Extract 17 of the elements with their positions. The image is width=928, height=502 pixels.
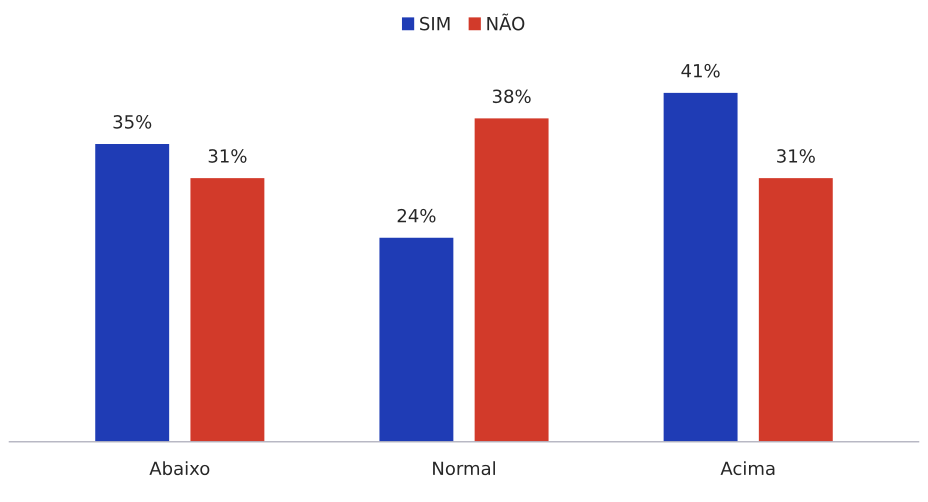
x-tick-label: Abaixo bbox=[149, 461, 210, 476]
legend-label: SIM bbox=[420, 16, 450, 30]
bar bbox=[662, 91, 739, 442]
data-label: 31% bbox=[777, 149, 815, 163]
data-label: 38% bbox=[492, 89, 531, 104]
data-label: 35% bbox=[114, 115, 152, 129]
data-label: 41% bbox=[681, 64, 720, 78]
bar bbox=[94, 142, 171, 442]
bar bbox=[189, 176, 266, 442]
x-tick-label: Acima bbox=[720, 461, 774, 476]
data-label: 24% bbox=[398, 208, 436, 223]
data-label: 31% bbox=[208, 149, 246, 163]
bar bbox=[757, 176, 834, 442]
bar bbox=[473, 117, 550, 442]
bar bbox=[378, 236, 455, 442]
legend-label: NÃO bbox=[487, 14, 524, 30]
x-tick-label: Normal bbox=[433, 461, 495, 476]
